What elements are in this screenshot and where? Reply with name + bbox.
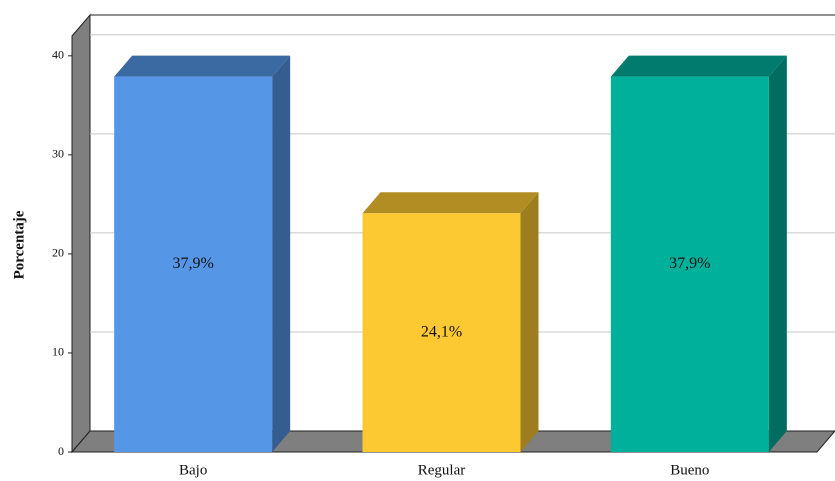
x-tick-label: Bajo [179, 462, 207, 478]
bar-side [272, 55, 291, 452]
y-tick-label: 0 [58, 444, 64, 458]
bar-side [768, 55, 787, 452]
bar [114, 76, 273, 452]
y-tick-label: 30 [52, 147, 64, 161]
value-label: 37,9% [173, 255, 214, 272]
value-label: 24,1% [421, 323, 462, 340]
y-tick-label: 20 [52, 246, 64, 260]
x-tick-label: Bueno [670, 462, 709, 478]
bar [610, 76, 769, 452]
y-axis-title: Porcentaje [11, 210, 27, 279]
bar-top [362, 192, 539, 214]
value-label: 37,9% [669, 255, 710, 272]
bar [362, 213, 521, 452]
bar-top [114, 55, 291, 77]
bar-side [520, 192, 539, 453]
y-tick-label: 40 [52, 48, 64, 62]
bar-top [610, 55, 787, 77]
x-tick-label: Regular [418, 462, 465, 478]
y-tick-label: 10 [52, 345, 64, 359]
left-wall [71, 13, 91, 454]
